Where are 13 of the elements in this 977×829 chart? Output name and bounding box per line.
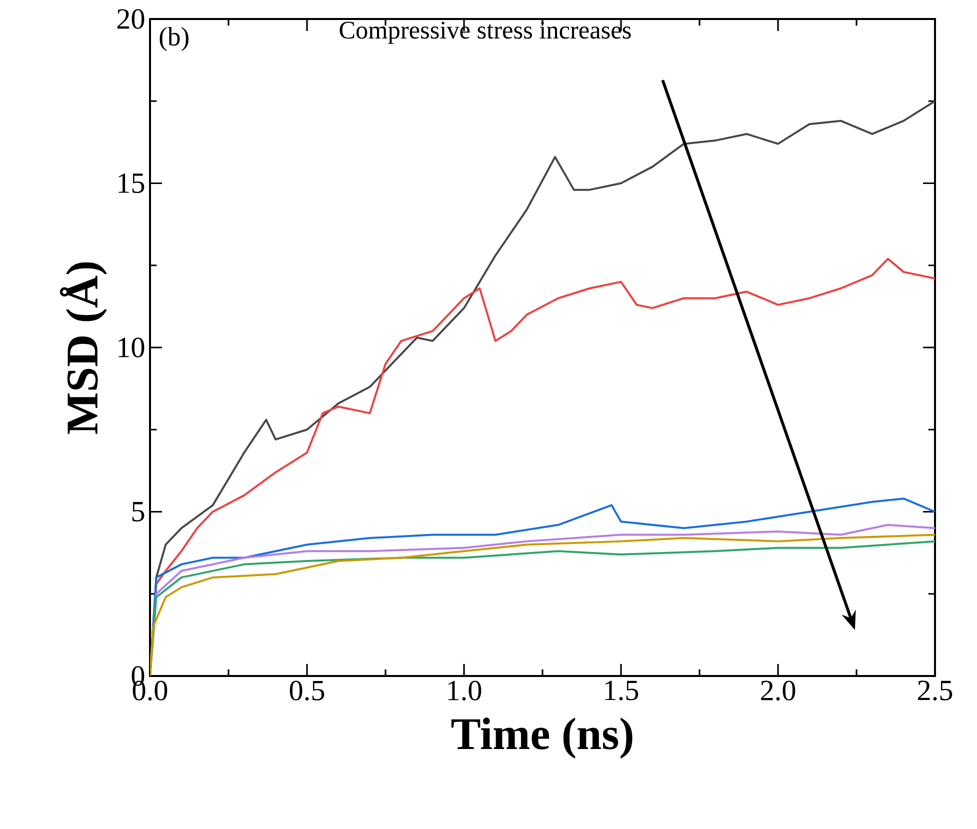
x-tick-label: 1.0 [448, 680, 482, 701]
annotation: (b) [160, 26, 188, 52]
x-tick-label: 2.5 [918, 680, 952, 700]
x-tick-label: 1.5 [605, 680, 638, 700]
y-tick-label: 5 [132, 502, 144, 522]
x-tick-label: 0.5 [290, 680, 324, 701]
y-tick-label: 10 [118, 338, 144, 358]
y-axis-title: MSD (Å) [60, 262, 107, 434]
annotation: Compressive stress increases [340, 22, 631, 44]
y-tick-label: 20 [117, 9, 144, 29]
x-axis-title: Time (ns) [451, 718, 632, 759]
x-tick-label: 2.0 [761, 680, 796, 701]
y-tick-label: 15 [118, 173, 144, 194]
